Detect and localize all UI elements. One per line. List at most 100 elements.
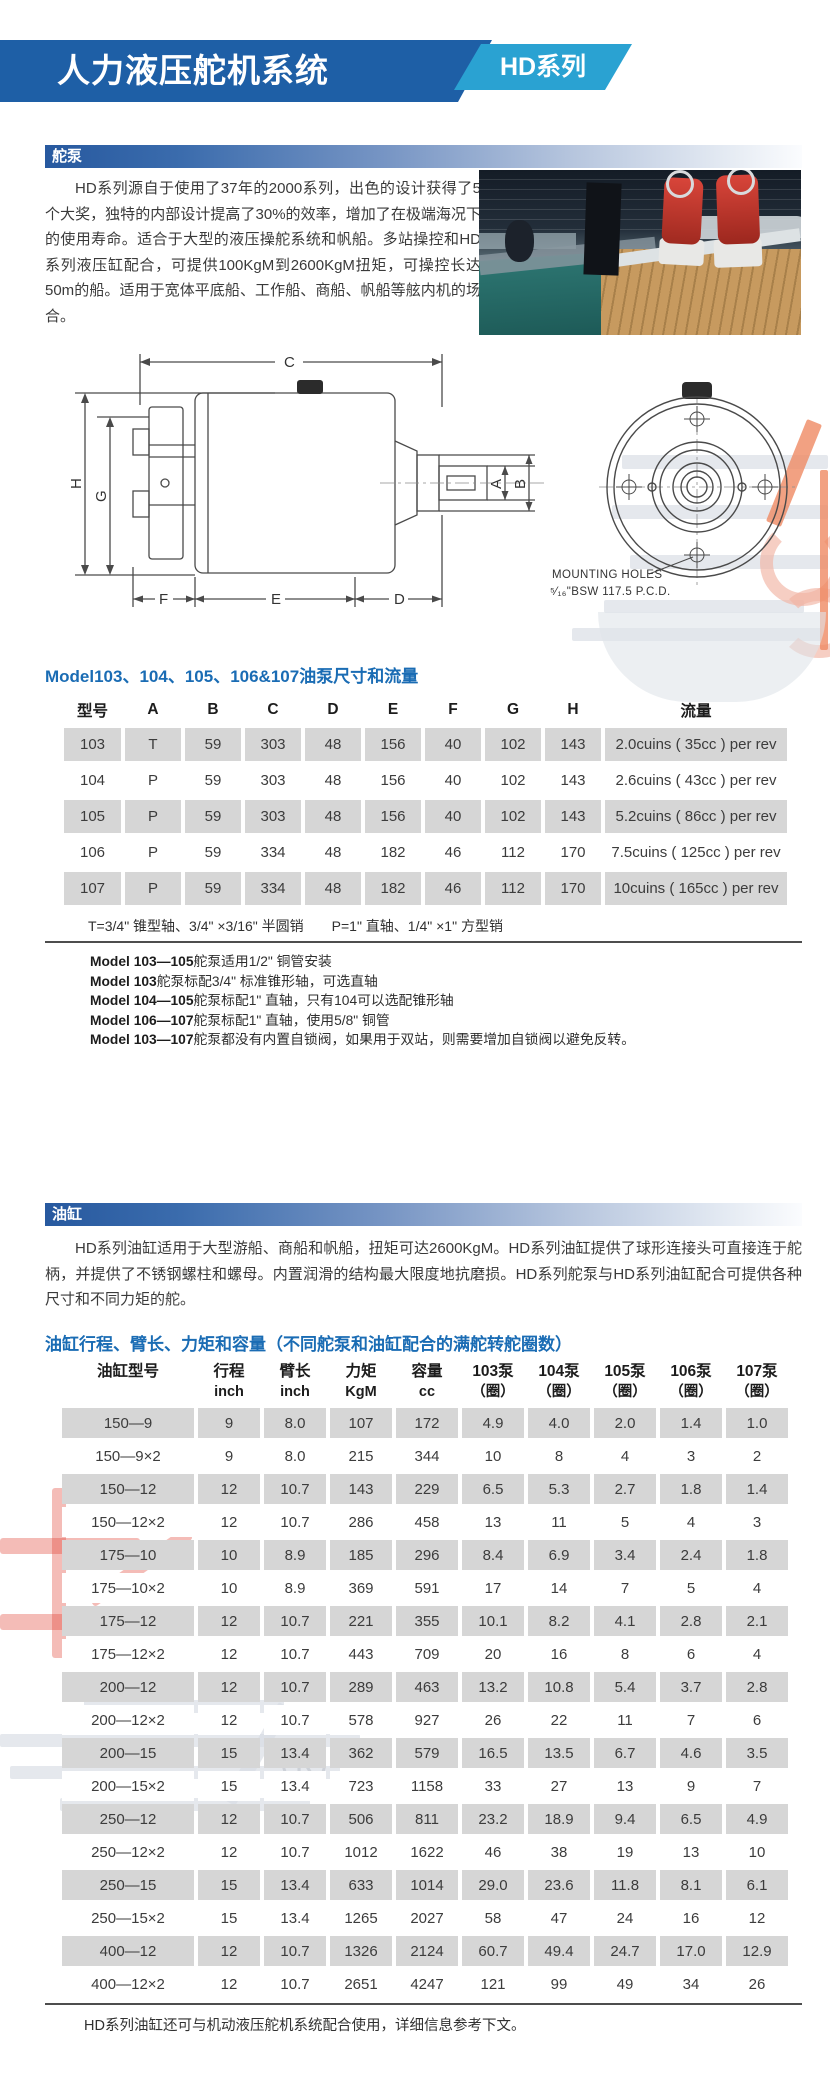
table-cell: 5.4 (594, 1672, 656, 1702)
table-cell: 296 (396, 1540, 458, 1570)
table-cell: 59 (185, 728, 241, 761)
table-cell: 105 (64, 800, 121, 833)
table-cell: 46 (462, 1837, 524, 1867)
table-cell: 12 (726, 1903, 788, 1933)
table-cell: 11.8 (594, 1870, 656, 1900)
table-cell: 104 (64, 764, 121, 797)
table-cell: 13 (660, 1837, 722, 1867)
column-header: E (387, 701, 399, 718)
mounting-holes-note: MOUNTING HOLES (552, 569, 662, 581)
table-cell: 506 (330, 1804, 392, 1834)
table-cell: 633 (330, 1870, 392, 1900)
table-cell: 12 (198, 1606, 260, 1636)
table-cell: 10 (726, 1837, 788, 1867)
table-cell: 9 (198, 1441, 260, 1471)
cylinder-footer-note: HD系列油缸还可与机动液压舵机系统配合使用，详细信息参考下文。 (84, 2018, 526, 2034)
column-header: B (207, 701, 219, 718)
table-row: 250—15×2 15 13.4 1265 2027 58 47 24 16 12 (62, 1903, 788, 1933)
watermark (820, 470, 828, 650)
table-cell: 8.0 (264, 1408, 326, 1438)
table-cell: 6.7 (594, 1738, 656, 1768)
pump-spec-table: 型号 A B C D E F G H 流量 103 T 59 303 48 156 40 102 143 2.0cu… (60, 692, 791, 908)
table-cell: 6.5 (462, 1474, 524, 1504)
table-cell: 23.6 (528, 1870, 590, 1900)
table-cell: 7.5cuins ( 125cc ) per rev (605, 836, 787, 869)
table-cell: 13 (594, 1771, 656, 1801)
table-cell: 170 (545, 872, 601, 905)
table-cell: 355 (396, 1606, 458, 1636)
table-cell: 150—9×2 (62, 1441, 194, 1471)
table-cell: 102 (485, 800, 541, 833)
table-cell: 221 (330, 1606, 392, 1636)
model-notes: Model 103—105舵泵适用1/2" 铜管安装 Model 103舵泵标配3… (90, 952, 635, 1050)
table-cell: 102 (485, 728, 541, 761)
table-cell: 48 (305, 872, 361, 905)
table-cell: 48 (305, 728, 361, 761)
photo-shape (665, 170, 694, 198)
table-cell: 8.9 (264, 1573, 326, 1603)
pump-section-title: 舵泵 (52, 148, 83, 165)
photo-shape (583, 182, 623, 277)
table-cell: 15 (198, 1870, 260, 1900)
table-cell: 3 (726, 1507, 788, 1537)
table-cell: 2 (726, 1441, 788, 1471)
table-cell: 286 (330, 1507, 392, 1537)
table-cell: 10cuins ( 165cc ) per rev (605, 872, 787, 905)
table-cell: 13.2 (462, 1672, 524, 1702)
table-row: 200—12×2 12 10.7 578 927 26 22 11 7 6 (62, 1705, 788, 1735)
table-cell: 5 (660, 1573, 722, 1603)
table-cell: 15 (198, 1738, 260, 1768)
table-row: 150—12×2 12 10.7 286 458 13 11 5 4 3 (62, 1507, 788, 1537)
page-title: 人力液压舵机系统 (57, 52, 329, 89)
table-cell: 12 (198, 1672, 260, 1702)
table-cell: 10.7 (264, 1705, 326, 1735)
table-cell: 250—12×2 (62, 1837, 194, 1867)
table-cell: 12 (198, 1804, 260, 1834)
pump-table-title: Model103、104、105、106&107油泵尺寸和流量 (45, 667, 419, 686)
table-row: 150—9 9 8.0 107 172 4.9 4.0 2.0 1.4 1.0 (62, 1408, 788, 1438)
table-row: 175—12×2 12 10.7 443 709 20 16 8 6 4 (62, 1639, 788, 1669)
table-cell: 8 (528, 1441, 590, 1471)
table-row: 200—12 12 10.7 289 463 13.2 10.8 5.4 3.7 2.8 (62, 1672, 788, 1702)
table-cell: 14 (528, 1573, 590, 1603)
table-cell: 26 (462, 1705, 524, 1735)
table-cell: 579 (396, 1738, 458, 1768)
table-cell: 10 (198, 1540, 260, 1570)
table-cell: 2651 (330, 1969, 392, 1999)
table-cell: 1158 (396, 1771, 458, 1801)
table-row: 250—12×2 12 10.7 1012 1622 46 38 19 13 10 (62, 1837, 788, 1867)
table-cell: 10.7 (264, 1804, 326, 1834)
table-cell: 400—12 (62, 1936, 194, 1966)
table-cell: 303 (245, 728, 301, 761)
table-cell: 3 (660, 1441, 722, 1471)
table-cell: 8 (594, 1639, 656, 1669)
table-cell: 46 (425, 872, 481, 905)
column-header: H (567, 701, 579, 718)
table-row: 175—10×2 10 8.9 369 591 17 14 7 5 4 (62, 1573, 788, 1603)
table-cell: 6.9 (528, 1540, 590, 1570)
series-badge: HD系列 (454, 44, 632, 90)
mounting-holes-spec: ⁵⁄₁₆"BSW 117.5 P.C.D. (550, 586, 671, 598)
table-cell: 4.9 (726, 1804, 788, 1834)
table-cell: 1326 (330, 1936, 392, 1966)
table-cell: 40 (425, 728, 481, 761)
table-cell: 26 (726, 1969, 788, 1999)
table-cell: 12 (198, 1507, 260, 1537)
table-cell: 10.7 (264, 1672, 326, 1702)
table-row: 250—12 12 10.7 506 811 23.2 18.9 9.4 6.5 4.9 (62, 1804, 788, 1834)
table-cell: 33 (462, 1771, 524, 1801)
table-cell: 23.2 (462, 1804, 524, 1834)
table-cell: 12 (198, 1474, 260, 1504)
table-row: 250—15 15 13.4 633 1014 29.0 23.6 11.8 8.1 6.1 (62, 1870, 788, 1900)
table-cell: 60.7 (462, 1936, 524, 1966)
table-cell: 16 (660, 1903, 722, 1933)
table-cell: 40 (425, 800, 481, 833)
table-cell: 10.7 (264, 1837, 326, 1867)
model-note: Model 106—107舵泵标配1" 直轴，使用5/8" 铜管 (90, 1012, 390, 1028)
model-note: Model 103舵泵标配3/4" 标准锥形轴，可选直轴 (90, 973, 378, 989)
table-cell: 156 (365, 764, 421, 797)
table-cell: 8.1 (660, 1870, 722, 1900)
table-cell: 15 (198, 1771, 260, 1801)
table-cell: 8.4 (462, 1540, 524, 1570)
